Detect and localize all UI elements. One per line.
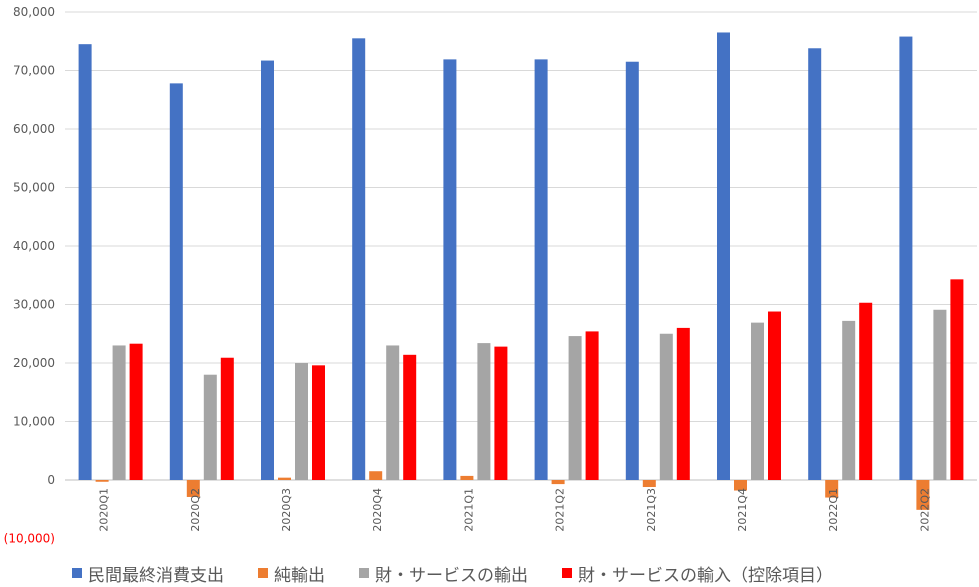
x-tick-label: 2022Q1 [827, 488, 840, 532]
bars [78, 32, 964, 510]
bar [933, 309, 947, 480]
y-tick-label: 50,000 [13, 181, 55, 195]
bar [443, 59, 457, 480]
bar [676, 327, 690, 480]
y-tick-label: (10,000) [4, 532, 55, 546]
x-tick-label: 2020Q2 [189, 488, 202, 532]
bar [386, 345, 400, 480]
bar [352, 38, 366, 480]
y-tick-label: 70,000 [13, 64, 55, 78]
y-tick-label: 80,000 [13, 5, 55, 19]
bar [369, 471, 383, 480]
bar [642, 480, 656, 488]
legend-label: 民間最終消費支出 [88, 565, 224, 586]
y-tick-label: 60,000 [13, 122, 55, 136]
bar [717, 32, 730, 480]
bar [842, 320, 856, 480]
x-tick-label: 2021Q1 [462, 488, 475, 532]
bar [278, 477, 291, 480]
bar [203, 374, 217, 480]
legend-item: 財・サービスの輸入（控除項目） [562, 561, 833, 586]
y-tick-label: 10,000 [13, 415, 55, 429]
bar [625, 61, 639, 480]
bar [734, 480, 747, 491]
legend-swatch [562, 568, 572, 578]
y-tick-label: 20,000 [13, 356, 55, 370]
bar [460, 475, 474, 480]
bar [568, 336, 582, 480]
legend-label: 財・サービスの輸出 [375, 565, 528, 586]
x-tick-label: 2022Q2 [918, 488, 931, 532]
x-tick-label: 2021Q4 [736, 488, 749, 532]
legend-item: 民間最終消費支出 [72, 561, 224, 586]
legend-label: 財・サービスの輸入（控除項目） [578, 565, 833, 586]
bar [78, 44, 92, 481]
x-tick-label: 2021Q3 [645, 488, 658, 532]
x-tick-label: 2020Q4 [371, 488, 384, 532]
legend-swatch [72, 568, 82, 578]
bar [808, 48, 822, 481]
x-tick-label: 2021Q2 [554, 488, 567, 532]
legend-label: 純輸出 [274, 565, 325, 586]
bar [129, 343, 143, 480]
y-axis: 80,000 70,000 60,000 50,000 40,000 30,000 20,0… [4, 5, 55, 546]
bar [169, 83, 183, 481]
bar [220, 357, 234, 480]
bar [403, 354, 417, 480]
bar [859, 302, 873, 480]
y-tick-label: 0 [47, 473, 55, 487]
bar [950, 279, 964, 480]
bar [825, 480, 839, 498]
bar [659, 333, 673, 480]
bar [95, 480, 109, 482]
bar [312, 365, 325, 480]
x-axis: 2020Q1 2020Q2 2020Q3 2020Q4 2021Q1 2021Q2 2021… [98, 488, 932, 532]
bar [916, 480, 930, 510]
bar [899, 36, 913, 480]
legend-item: 純輸出 [258, 561, 325, 586]
bar [585, 331, 599, 480]
x-tick-label: 2020Q3 [280, 488, 293, 532]
legend-item: 財・サービスの輸出 [359, 561, 528, 586]
bar [494, 346, 508, 480]
gridlines [65, 11, 977, 481]
bar [112, 345, 126, 480]
bar [534, 59, 548, 480]
bar [261, 60, 274, 481]
bar [751, 322, 764, 480]
legend: 民間最終消費支出 純輸出 財・サービスの輸出 財・サービスの輸入（控除項目） [0, 560, 979, 586]
legend-swatch [359, 568, 369, 578]
bar [186, 480, 200, 497]
bar [477, 343, 491, 480]
legend-swatch [258, 568, 268, 578]
y-tick-label: 30,000 [13, 298, 55, 312]
bar [551, 480, 565, 485]
x-tick-label: 2020Q1 [98, 488, 111, 532]
y-tick-label: 40,000 [13, 239, 55, 253]
bar [295, 363, 308, 480]
bar [768, 311, 781, 480]
